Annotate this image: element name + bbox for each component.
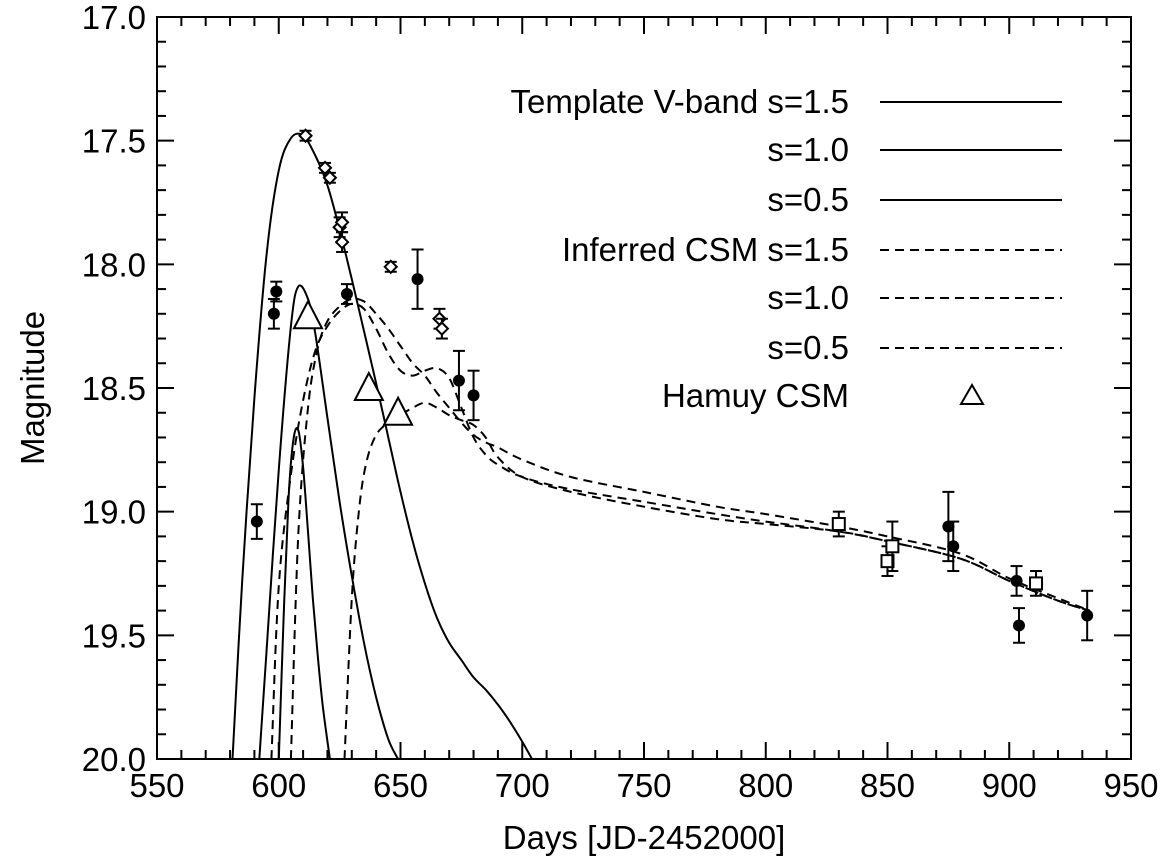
open-diamond-point [434, 321, 450, 337]
open-square-point [831, 517, 846, 532]
y-tick-label: 17.5 [82, 123, 146, 160]
y-tick-label: 18.5 [82, 370, 146, 407]
open-square-point [1029, 576, 1044, 591]
y-axis-label: Magnitude [14, 311, 51, 465]
x-tick-label: 650 [373, 767, 428, 804]
filled-circle-point [452, 374, 465, 387]
x-tick-label: 700 [495, 767, 550, 804]
open-diamond-point [334, 234, 350, 250]
hamuy-triangle-point [382, 395, 414, 426]
curve-solid-0 [231, 132, 533, 760]
x-tick-label: 600 [251, 767, 306, 804]
curve-dashed-3 [289, 297, 1090, 760]
legend-label: Template V-band s=1.5 [511, 83, 849, 120]
open-diamond-point [334, 214, 350, 230]
open-diamond-point [322, 170, 338, 186]
y-tick-label: 17.0 [82, 0, 146, 36]
legend: Template V-band s=1.5 s=1.0 s=0.5 Inferred … [511, 83, 1062, 414]
plot-frame [156, 16, 1132, 760]
filled-circle-point [411, 273, 424, 286]
open-square-point [880, 554, 895, 569]
filled-circle-point [267, 307, 280, 320]
x-tick-label: 550 [129, 767, 184, 804]
x-tick-label: 750 [616, 767, 671, 804]
y-tick-label: 20.0 [82, 741, 146, 778]
filled-circle-point [467, 389, 480, 402]
y-tick-label: 19.0 [82, 494, 146, 531]
filled-circle-point [1081, 609, 1094, 622]
points-layer [250, 128, 1094, 644]
legend-label: s=0.5 [767, 181, 849, 218]
filled-circle-point [250, 515, 263, 528]
y-tick-label: 18.0 [82, 246, 146, 283]
legend-label: Inferred CSM s=1.5 [562, 231, 849, 268]
curve-dashed-5 [343, 401, 1090, 760]
legend-label: Hamuy CSM [662, 377, 849, 414]
x-tick-label: 900 [982, 767, 1037, 804]
x-tick-label: 850 [860, 767, 915, 804]
open-diamond-point [383, 259, 399, 275]
legend-label: s=0.5 [767, 329, 849, 366]
filled-circle-point [942, 520, 955, 533]
tick-labels: 550 600 650 700 750 800 850 900 950 17.0 17.5 18.0 1… [82, 0, 1159, 804]
open-square-point [885, 539, 900, 554]
filled-circle-point [1012, 619, 1025, 632]
open-diamond-point [317, 160, 333, 176]
hamuy-triangle-point [292, 299, 324, 330]
filled-circle-point [340, 288, 353, 301]
legend-triangle-swatch [959, 383, 985, 405]
legend-label: s=1.0 [767, 131, 849, 168]
x-axis-label: Days [JD-2452000] [503, 819, 785, 856]
y-tick-label: 19.5 [82, 617, 146, 654]
curve-solid-1 [258, 284, 399, 760]
hamuy-triangle-point [353, 370, 385, 401]
filled-circle-point [1010, 574, 1023, 587]
filled-circle-point [270, 285, 283, 298]
curve-solid-2 [277, 427, 331, 760]
open-diamond-point [298, 128, 313, 144]
x-tick-label: 800 [738, 767, 793, 804]
curve-dashed-4 [270, 302, 1090, 760]
series-layer [231, 132, 1090, 760]
legend-label: s=1.0 [767, 279, 849, 316]
axis-ticks [156, 16, 1132, 760]
filled-circle-point [947, 540, 960, 553]
x-tick-label: 950 [1103, 767, 1158, 804]
